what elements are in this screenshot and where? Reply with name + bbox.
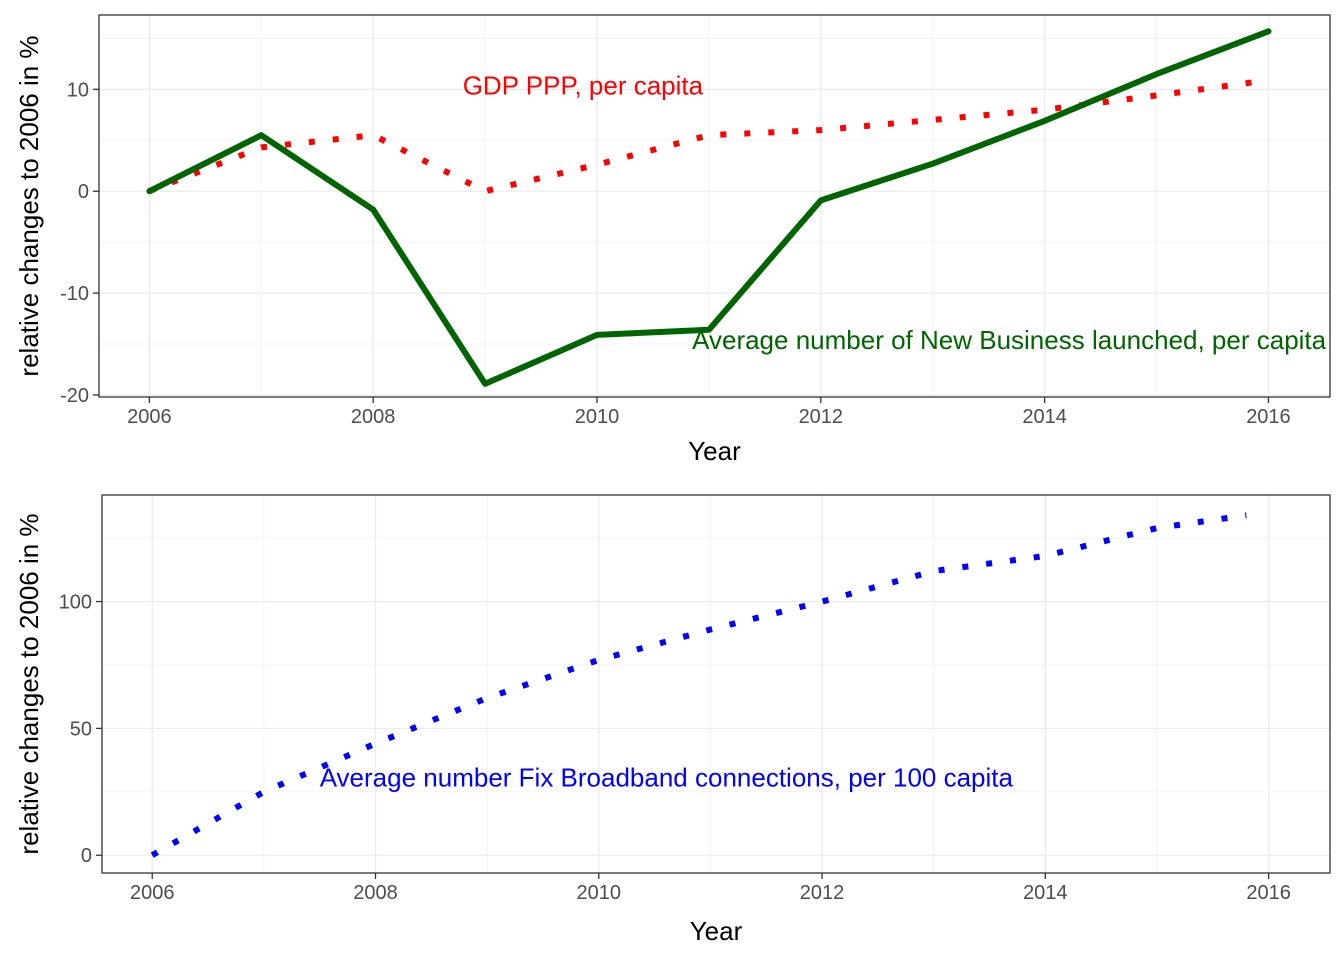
data-layer: Average number Fix Broadband connections… (150, 512, 1247, 858)
y-axis-title: relative changes to 2006 in % (14, 513, 44, 854)
panel-border (101, 494, 1331, 874)
bottom-chart-panel: Average number Fix Broadband connections… (14, 494, 1331, 946)
x-tick-label: 2012 (799, 406, 844, 428)
x-tick-label: 2006 (130, 882, 175, 904)
y-tick-label: 10 (67, 79, 89, 101)
x-axis-title: Year (690, 916, 743, 946)
y-tick-label: -10 (60, 283, 89, 305)
y-tick-label: 100 (59, 592, 92, 614)
y-tick-label: -20 (60, 385, 89, 407)
x-tick-label: 2016 (1246, 882, 1291, 904)
plot-background (102, 495, 1330, 873)
panel-border (98, 14, 1331, 398)
annotation-label-1: GDP PPP, per capita (463, 70, 704, 100)
y-axis-title: relative changes to 2006 in % (14, 35, 44, 376)
y-tick-label: 0 (78, 181, 89, 203)
series-line-1 (150, 512, 1247, 858)
x-tick-label: 2010 (577, 882, 622, 904)
y-tick-label: 0 (81, 845, 92, 867)
top-chart-panel: GDP PPP, per capita Average number of New… (14, 14, 1331, 466)
x-axis-title: Year (688, 436, 741, 466)
x-tick-label: 2012 (800, 882, 845, 904)
series-line-2 (146, 28, 1272, 387)
x-tick-label: 2008 (353, 882, 398, 904)
x-tick-label: 2014 (1022, 406, 1067, 428)
x-tick-label: 2016 (1246, 406, 1291, 428)
y-tick-label: 50 (70, 718, 92, 740)
x-tick-label: 2014 (1023, 882, 1068, 904)
x-tick-label: 2006 (127, 406, 172, 428)
x-tick-label: 2008 (351, 406, 396, 428)
data-layer: GDP PPP, per capita Average number of New… (146, 28, 1327, 387)
plot-background (99, 15, 1330, 397)
annotation-label-1: Average number Fix Broadband connections… (320, 763, 1014, 793)
x-tick-label: 2010 (575, 406, 620, 428)
annotation-label-2: Average number of New Business launched,… (692, 325, 1327, 355)
